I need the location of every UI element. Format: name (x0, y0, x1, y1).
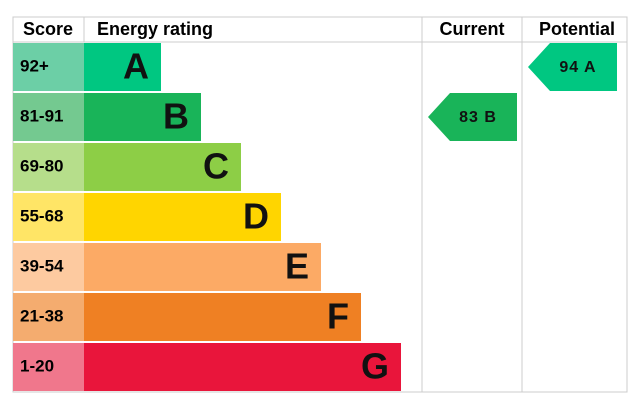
score-cell (13, 243, 84, 291)
rating-bar (84, 93, 201, 141)
rating-bar (84, 343, 401, 391)
score-label: 55-68 (20, 206, 63, 225)
header-current: Current (439, 19, 504, 39)
current-label: 83 B (459, 109, 497, 126)
potential-label: 94 A (559, 59, 596, 76)
score-label: 21-38 (20, 306, 63, 325)
rating-bar (84, 43, 161, 91)
score-cell (13, 43, 84, 91)
score-cell (13, 343, 84, 391)
rating-letter: F (327, 296, 349, 337)
rating-letter: G (361, 346, 389, 387)
rating-letter: C (203, 146, 229, 187)
score-cell (13, 93, 84, 141)
rating-bar (84, 293, 361, 341)
rating-letter: A (123, 46, 149, 87)
rating-letter: B (163, 96, 189, 137)
score-cell (13, 193, 84, 241)
score-label: 81-91 (20, 106, 63, 125)
rating-bar (84, 243, 321, 291)
rating-bar (84, 193, 281, 241)
potential-arrow (528, 43, 617, 91)
header-potential: Potential (539, 19, 615, 39)
rating-bar (84, 143, 241, 191)
header-score: Score (23, 19, 73, 39)
current-arrow (428, 93, 517, 141)
score-label: 69-80 (20, 156, 63, 175)
rating-letter: D (243, 196, 269, 237)
score-label: 92+ (20, 56, 49, 75)
score-label: 1-20 (20, 356, 54, 375)
header-rating: Energy rating (97, 19, 213, 39)
rating-letter: E (285, 246, 309, 287)
score-label: 39-54 (20, 256, 64, 275)
score-cell (13, 143, 84, 191)
score-cell (13, 293, 84, 341)
